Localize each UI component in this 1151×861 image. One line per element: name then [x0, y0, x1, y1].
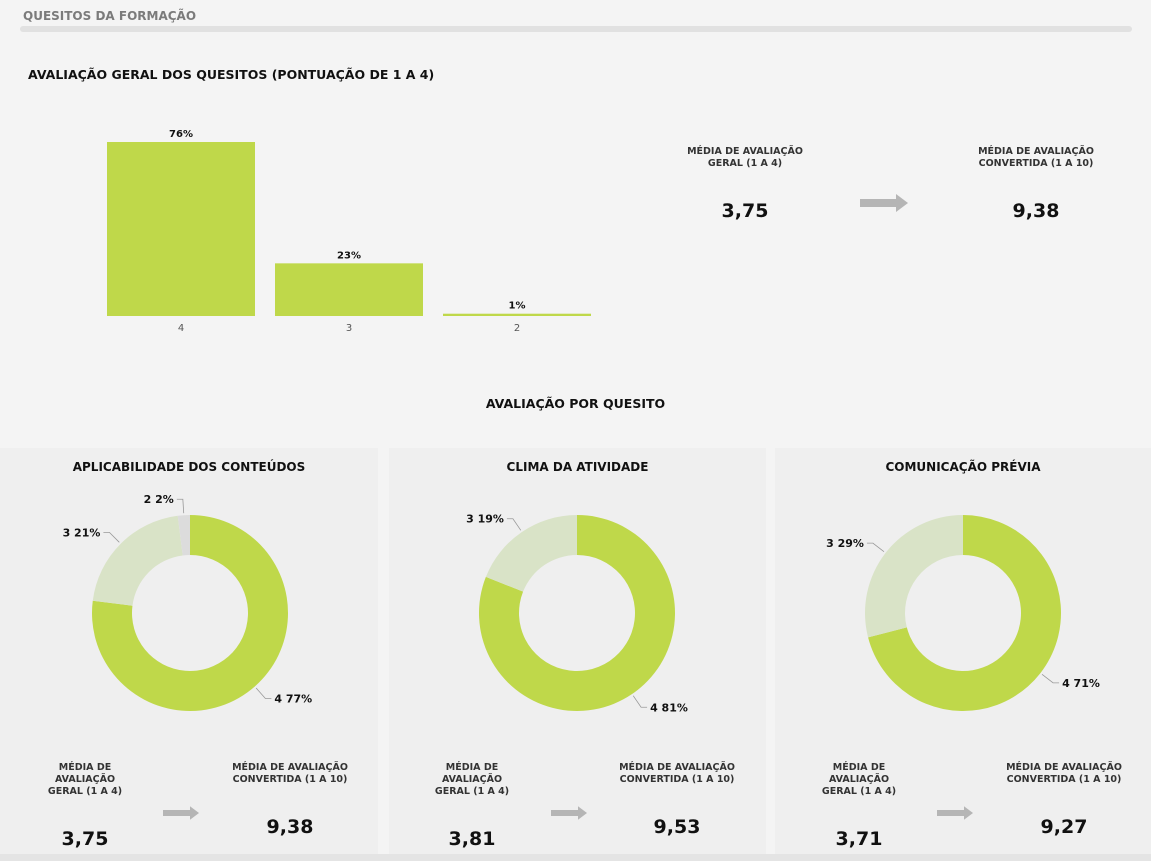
donut-slice-label: 4 71%: [1062, 677, 1100, 690]
kpi-general-label: MÉDIA DE AVALIAÇÃO GERAL (1 A 4): [804, 762, 914, 798]
kpi-label-line: GERAL (1 A 4): [707, 158, 783, 169]
kpi-converted-value: 9,38: [266, 816, 314, 838]
kpi-general-label: MÉDIA DE AVALIAÇÃO GERAL (1 A 4): [680, 146, 810, 170]
kpi-label-line: GERAL (1 A 4): [47, 786, 123, 797]
kpi-label-line: GERAL (1 A 4): [821, 786, 897, 797]
donut-leader-line: [1041, 673, 1060, 684]
donut-leader-line: [632, 695, 648, 708]
kpi-label-line: CONVERTIDA (1 A 10): [232, 774, 348, 785]
panel-kpi-converted: MÉDIA DE AVALIAÇÃO CONVERTIDA (1 A 10) 9…: [1004, 762, 1124, 838]
kpi-converted-value: 9,38: [1012, 200, 1060, 222]
panel-title: COMUNICAÇÃO PRÉVIA: [885, 460, 1041, 474]
per-item-heading: AVALIAÇÃO POR QUESITO: [485, 396, 666, 411]
kpi-label-line: MÉDIA DE AVALIAÇÃO: [619, 762, 735, 773]
kpi-converted-label: MÉDIA DE AVALIAÇÃO CONVERTIDA (1 A 10): [617, 762, 737, 786]
kpi-label-line: CONVERTIDA (1 A 10): [1006, 774, 1122, 785]
arrow-right-icon: [551, 806, 587, 820]
donut-slice-4: [868, 515, 1061, 711]
arrow-right-icon: [163, 806, 199, 820]
donut-slice-4: [91, 515, 288, 711]
kpi-label-line: GERAL (1 A 4): [434, 786, 510, 797]
kpi-label-line: MÉDIA DE AVALIAÇÃO: [828, 762, 890, 785]
donut-slice-3: [92, 515, 183, 606]
donut-slice-label: 3 29%: [826, 537, 864, 550]
donut-slice-3: [485, 515, 577, 592]
kpi-label-line: MÉDIA DE AVALIAÇÃO: [1006, 762, 1122, 773]
kpi-label-line: MÉDIA DE AVALIAÇÃO: [232, 762, 348, 773]
donut-chart: 4 77% 3 21% 2 2%: [63, 493, 312, 711]
kpi-converted-label: MÉDIA DE AVALIAÇÃO CONVERTIDA (1 A 10): [966, 146, 1106, 170]
bar-value-label: 1%: [509, 301, 526, 312]
bar-value-label: 76%: [169, 129, 193, 140]
panel-kpi-converted: MÉDIA DE AVALIAÇÃO CONVERTIDA (1 A 10) 9…: [230, 762, 350, 838]
bar-value-label: 23%: [337, 250, 361, 261]
panel-aplicabilidade: APLICABILIDADE DOS CONTEÚDOS 4 77% 3 21% 2…: [0, 448, 378, 854]
donut-slice-label: 3 19%: [466, 513, 504, 526]
kpi-converted-value: 9,53: [653, 816, 701, 838]
section-title: QUESITOS DA FORMAÇÃO: [23, 9, 197, 23]
donut-chart: 4 71% 3 29%: [826, 515, 1100, 711]
bar-2: [443, 313, 591, 316]
kpi-general-value: 3,81: [448, 828, 496, 850]
kpi-general-label: MÉDIA DE AVALIAÇÃO GERAL (1 A 4): [30, 762, 140, 798]
kpi-label-line: MÉDIA DE AVALIAÇÃO: [978, 146, 1094, 157]
donut-slice-label: 4 81%: [650, 701, 688, 714]
overall-kpi-converted: MÉDIA DE AVALIAÇÃO CONVERTIDA (1 A 10) 9…: [966, 146, 1106, 222]
overall-chart-title: AVALIAÇÃO GERAL DOS QUESITOS (PONTUAÇÃO …: [28, 67, 435, 82]
kpi-label-line: MÉDIA DE AVALIAÇÃO: [687, 146, 803, 157]
panel-title: APLICABILIDADE DOS CONTEÚDOS: [72, 460, 306, 474]
donut-leader-line: [866, 542, 885, 553]
donut-slice-label: 4 77%: [274, 693, 312, 706]
kpi-label-line: CONVERTIDA (1 A 10): [619, 774, 735, 785]
donut-slice-4: [479, 515, 675, 711]
kpi-general-value: 3,75: [61, 828, 109, 850]
donut-slice-label: 3 21%: [63, 526, 101, 539]
donut-leader-line: [176, 498, 185, 514]
overall-bar-chart: 76% 4 23% 3 1% 2: [107, 129, 591, 334]
donut-leader-line: [255, 687, 272, 699]
arrow-right-icon: [860, 194, 908, 212]
bar-category-label: 3: [346, 323, 352, 334]
kpi-converted-label: MÉDIA DE AVALIAÇÃO CONVERTIDA (1 A 10): [230, 762, 350, 786]
kpi-general-label: MÉDIA DE AVALIAÇÃO GERAL (1 A 4): [417, 762, 527, 798]
kpi-general-value: 3,71: [835, 828, 883, 850]
overall-kpi-general: MÉDIA DE AVALIAÇÃO GERAL (1 A 4) 3,75: [680, 146, 810, 222]
kpi-converted-value: 9,27: [1040, 816, 1088, 838]
panel-kpi-converted: MÉDIA DE AVALIAÇÃO CONVERTIDA (1 A 10) 9…: [617, 762, 737, 838]
kpi-general-value: 3,75: [721, 200, 769, 222]
donut-leader-line: [103, 531, 120, 543]
kpi-label-line: MÉDIA DE AVALIAÇÃO: [441, 762, 503, 785]
kpi-label-line: MÉDIA DE AVALIAÇÃO: [54, 762, 116, 785]
panel-kpi-general: MÉDIA DE AVALIAÇÃO GERAL (1 A 4) 3,75: [30, 762, 140, 850]
donut-leader-line: [506, 518, 522, 531]
panel-kpi-general: MÉDIA DE AVALIAÇÃO GERAL (1 A 4) 3,71: [804, 762, 914, 850]
arrow-right-icon: [937, 806, 973, 820]
bar-category-label: 4: [178, 323, 184, 334]
donut-chart: 4 81% 3 19%: [466, 513, 688, 715]
bar-category-label: 2: [514, 323, 520, 334]
kpi-label-line: CONVERTIDA (1 A 10): [978, 158, 1094, 169]
panel-title: CLIMA DA ATIVIDADE: [506, 460, 649, 474]
bottom-divider: [0, 854, 1151, 861]
panel-clima: CLIMA DA ATIVIDADE 4 81% 3 19% MÉDIA DE A…: [389, 448, 766, 854]
donut-slice-label: 2 2%: [144, 493, 174, 506]
donut-slice-2: [177, 515, 190, 556]
donut-slice-3: [865, 515, 963, 638]
section-divider: [20, 26, 1132, 32]
bar-4: [107, 142, 255, 316]
kpi-converted-label: MÉDIA DE AVALIAÇÃO CONVERTIDA (1 A 10): [1004, 762, 1124, 786]
bar-3: [275, 263, 423, 316]
panel-comunicacao: COMUNICAÇÃO PRÉVIA 4 71% 3 29% MÉDIA DE A…: [775, 448, 1151, 854]
panel-kpi-general: MÉDIA DE AVALIAÇÃO GERAL (1 A 4) 3,81: [417, 762, 527, 850]
